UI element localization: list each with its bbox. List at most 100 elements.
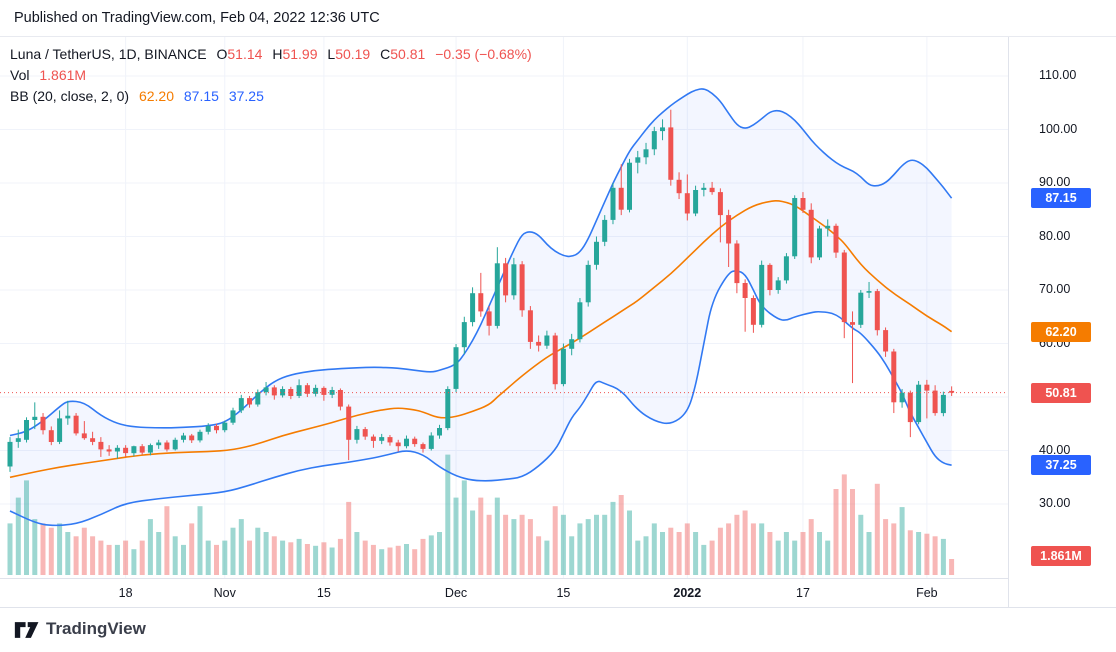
volume-bar [503, 514, 509, 575]
candle-body [222, 422, 228, 431]
candle-body [660, 127, 665, 132]
volume-bar [949, 559, 955, 575]
candle-body [519, 264, 525, 311]
volume-bar [924, 533, 930, 575]
candle-body [527, 310, 533, 342]
candle-body [445, 389, 451, 429]
candle-body [544, 335, 550, 346]
legend-volume-row[interactable]: Vol 1.861M [10, 65, 532, 86]
volume-bar [329, 547, 335, 575]
volume-bar [817, 532, 822, 575]
candle-body [214, 425, 219, 431]
time-tick-label: Feb [916, 586, 938, 600]
volume-bar [214, 544, 219, 575]
candle-body [569, 339, 575, 349]
price-tick-label: 110.00 [1039, 68, 1077, 82]
volume-bar [280, 540, 286, 575]
candle-body [726, 215, 732, 244]
volume-bar [362, 540, 368, 575]
candle-body [114, 447, 120, 452]
volume-bar [445, 454, 451, 575]
volume-bar [627, 510, 632, 575]
time-tick-label: 15 [316, 586, 331, 600]
price-badge: 62.20 [1031, 321, 1091, 342]
volume-bar [701, 544, 707, 575]
candle-body [792, 198, 798, 257]
bb-label: BB (20, close, 2, 0) [10, 88, 130, 104]
volume-bar [858, 514, 864, 575]
volume-bar [792, 540, 798, 575]
volume-bar [197, 506, 203, 575]
volume-bar [453, 497, 459, 575]
candle-body [610, 187, 616, 220]
legend-bb-row[interactable]: BB (20, close, 2, 0) 62.20 87.15 37.25 [10, 86, 532, 107]
volume-bar [759, 523, 765, 575]
candle-body [676, 179, 682, 194]
volume-bar [866, 532, 872, 575]
candle-body [271, 387, 277, 396]
bb-upper-value: 87.15 [183, 88, 219, 104]
price-tick-label: 100.00 [1039, 121, 1078, 136]
volume-bar [511, 519, 517, 575]
volume-bar [437, 532, 442, 575]
legend-symbol-row[interactable]: Luna / TetherUS, 1D, BINANCE O51.14 H51.… [10, 44, 532, 65]
volume-bar [668, 527, 674, 575]
time-tick-label: 15 [556, 586, 571, 600]
volume-bar [304, 544, 310, 575]
low-label: L [327, 46, 336, 62]
volume-bar [643, 536, 649, 575]
candle-body [577, 302, 583, 340]
candle-body [503, 263, 509, 296]
candle-body [313, 387, 319, 394]
volume-bar [346, 501, 352, 575]
candle-body [354, 429, 360, 440]
volume-bar [932, 536, 938, 575]
volume-bar [569, 536, 575, 575]
volume-bar [370, 544, 376, 575]
candle-body [247, 398, 252, 405]
volume-bar [222, 540, 228, 575]
candle-body [280, 389, 286, 396]
volume-bar [750, 523, 756, 575]
candle-body [387, 437, 393, 443]
volume-bar [676, 532, 682, 575]
candle-body [511, 264, 517, 296]
candle-body [949, 390, 955, 393]
candle-body [486, 311, 492, 326]
volume-bar [775, 540, 781, 575]
candle-body [800, 198, 806, 210]
price-badge: 50.81 [1031, 382, 1091, 403]
price-axis[interactable]: 110.00 100.00 90.00 80.00 70.00 60.00 40.00 30.… [1008, 37, 1116, 608]
open-value: 51.14 [227, 46, 263, 62]
time-tick-label: Nov [213, 586, 236, 600]
candle-body [404, 438, 409, 447]
price-tick-label: 70.00 [1039, 282, 1071, 296]
volume-bar [156, 532, 162, 575]
candle-body [346, 406, 352, 440]
candle-body [420, 444, 426, 449]
time-axis[interactable]: 18 Nov 15 Dec 15 2022 17 Feb [0, 578, 1008, 608]
candle-body [643, 149, 649, 158]
volume-bar [90, 536, 96, 575]
volume-bar [519, 514, 525, 575]
candle-body [618, 187, 624, 210]
chart-area: Luna / TetherUS, 1D, BINANCE O51.14 H51.… [0, 37, 1116, 608]
candle-body [205, 425, 211, 432]
candle-body [627, 162, 632, 210]
volume-bar [783, 532, 789, 575]
price-badge: 37.25 [1031, 455, 1091, 476]
candle-body [651, 131, 657, 150]
candle-body [825, 225, 831, 229]
volume-bar [40, 523, 46, 575]
candle-body [73, 415, 79, 434]
candle-body [560, 348, 566, 385]
bb-lower-line [9, 270, 952, 527]
candle-body [742, 283, 748, 298]
tradingview-logo-icon[interactable] [14, 620, 40, 640]
volume-bar [577, 523, 583, 575]
volume-bar [189, 523, 195, 575]
volume-bar [610, 501, 616, 575]
brand-name[interactable]: TradingView [46, 619, 146, 638]
open-label: O [216, 46, 228, 62]
price-chart-canvas[interactable] [0, 37, 1008, 578]
